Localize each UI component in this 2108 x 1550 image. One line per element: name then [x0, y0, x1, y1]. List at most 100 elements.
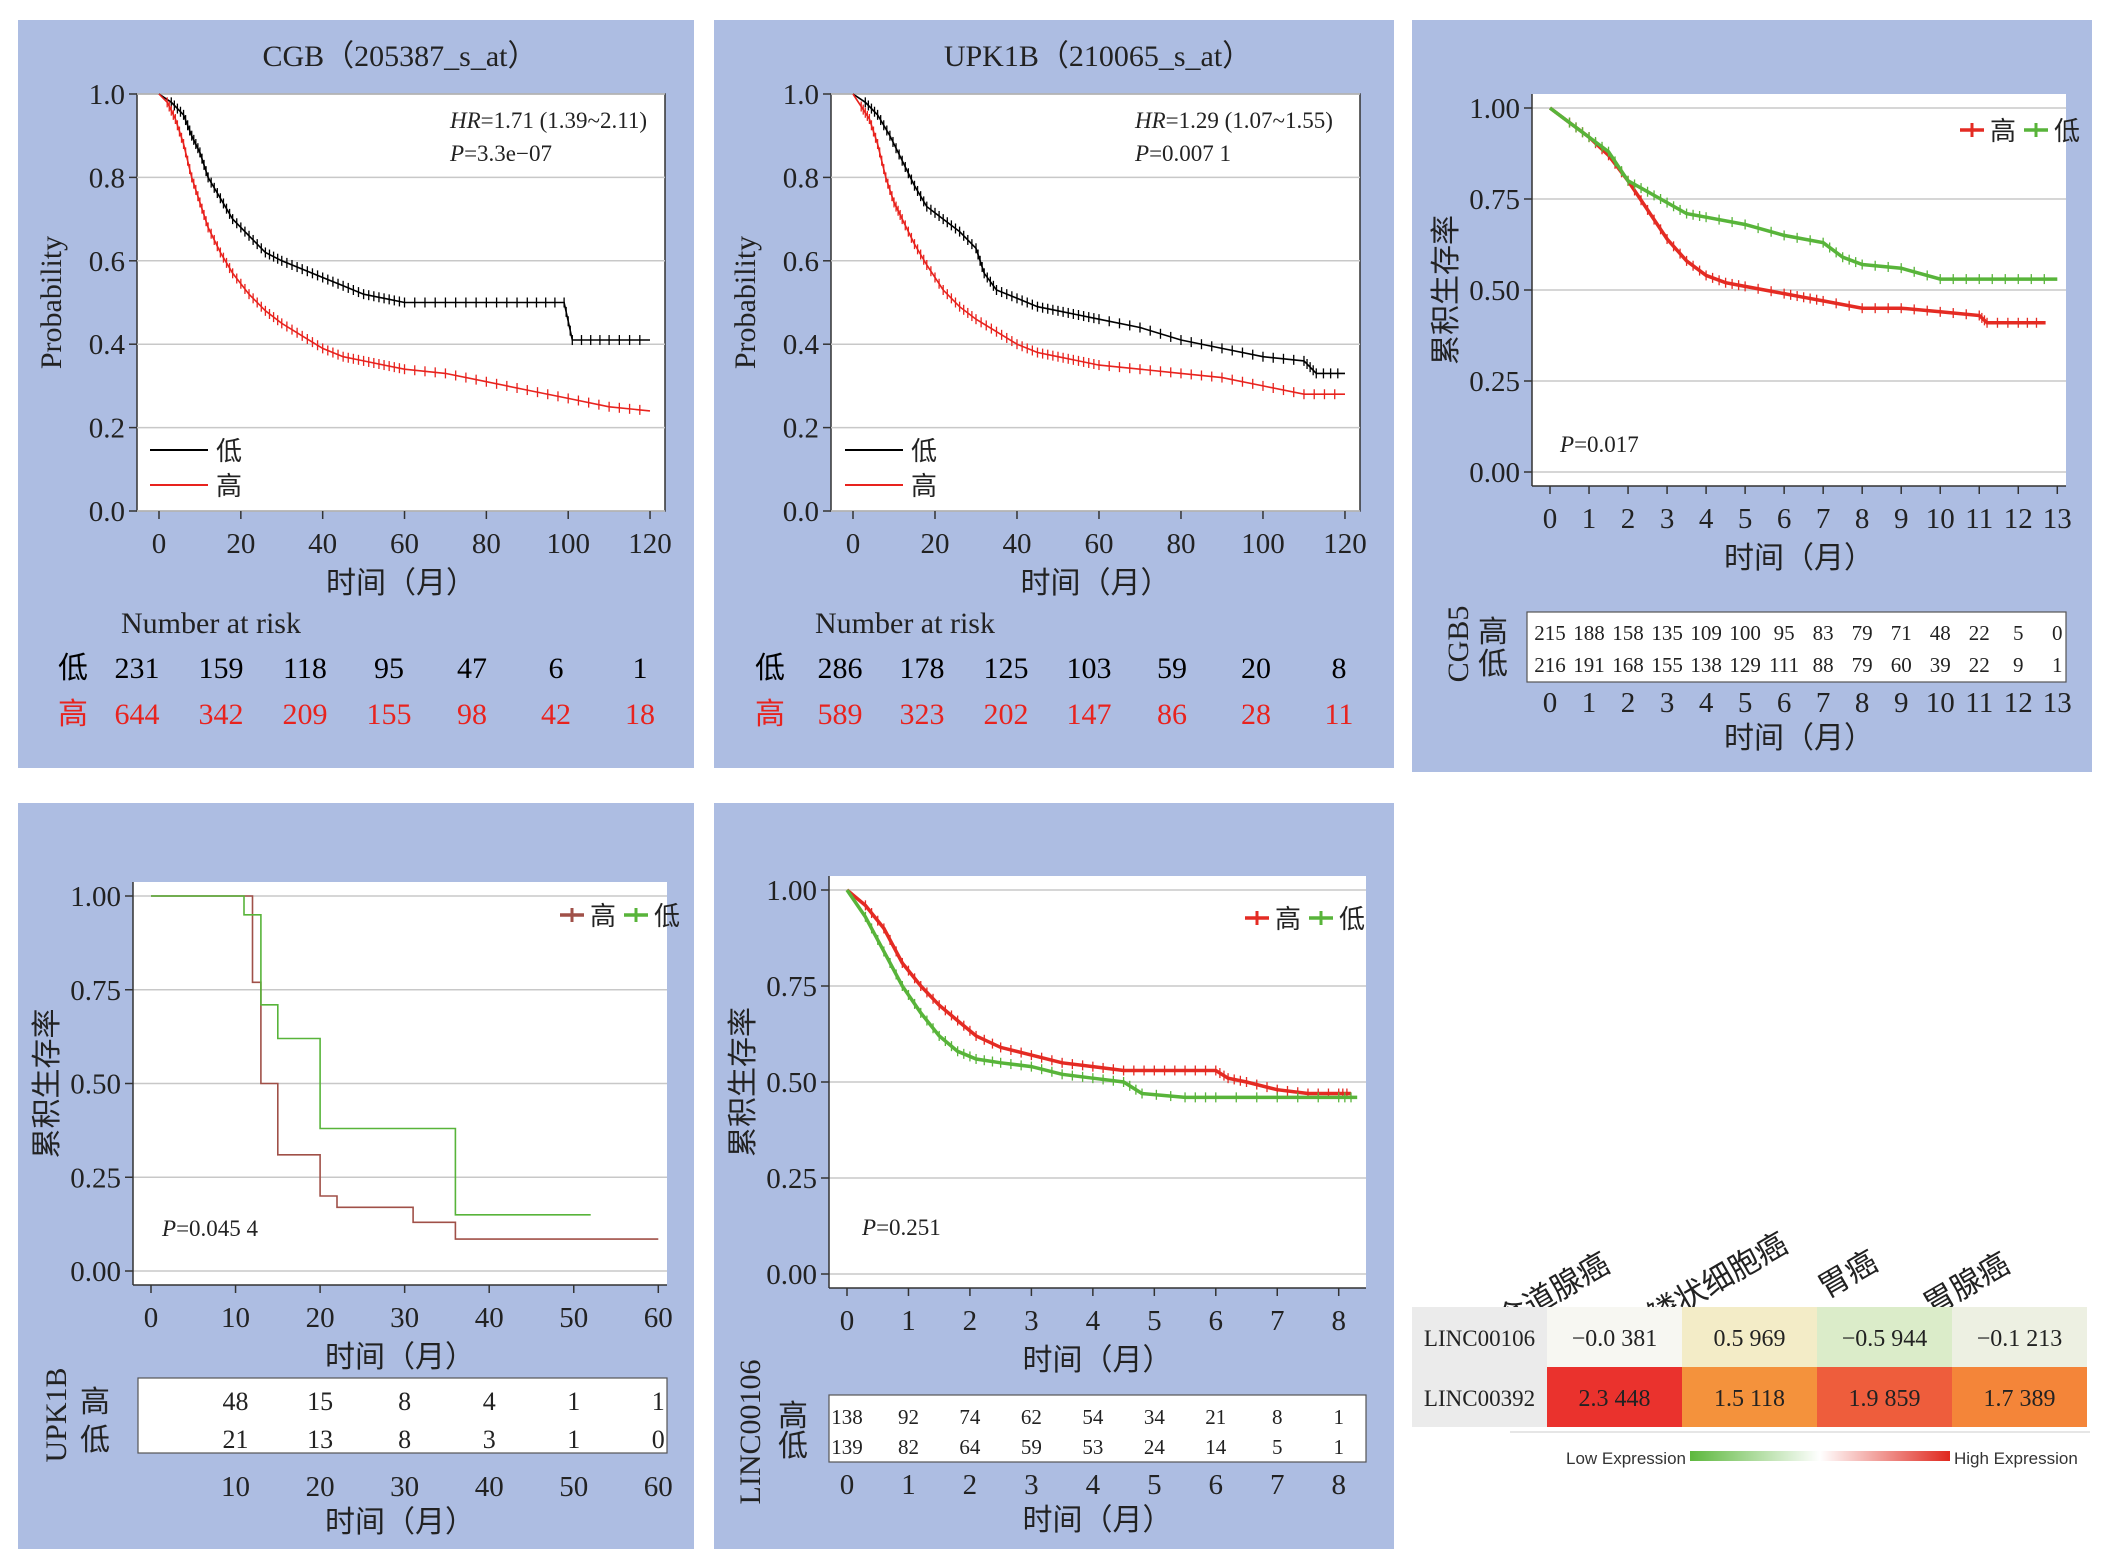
risk-value: 83 [1813, 621, 1834, 645]
risk-value: 644 [115, 698, 160, 731]
risk-row-label: 高 [778, 1400, 808, 1433]
x-tick-label: 40 [475, 1302, 504, 1334]
risk-value: 209 [283, 698, 328, 731]
y-tick-label: 0.50 [766, 1067, 817, 1099]
x-tick-label: 6 [1777, 503, 1792, 535]
risk-value: 155 [1651, 653, 1683, 677]
stat-prefix: P [1559, 432, 1574, 457]
panel-p5: 0.000.250.500.751.000 1 2 3 4 5 6 7 8时间（月）累积生存率高… [714, 803, 1394, 1549]
risk-axis-tick-label: 2 [1621, 687, 1636, 719]
risk-value: 323 [900, 698, 945, 731]
stat-prefix: HR [1134, 108, 1166, 133]
risk-row-label: 高 [1478, 616, 1508, 649]
heatmap-cell-value: 2.3 448 [1579, 1386, 1651, 1412]
y-tick-label: 0.75 [1469, 184, 1520, 216]
risk-value: 5 [2013, 621, 2024, 645]
risk-axis-tick-label: 1 [901, 1469, 916, 1501]
legend-label: 高 [216, 472, 242, 501]
x-tick-label: 13 [2043, 503, 2072, 535]
risk-value: 39 [1930, 653, 1951, 677]
heatmap-cell-value: 1.5 118 [1714, 1386, 1785, 1412]
risk-value: 589 [818, 698, 863, 731]
risk-axis-tick-label: 6 [1777, 687, 1792, 719]
y-tick-label: 1.0 [783, 79, 819, 111]
risk-value: 158 [1612, 621, 1644, 645]
y-tick-label: 1.0 [89, 79, 125, 111]
risk-value: 138 [1690, 653, 1722, 677]
risk-value: 8 [398, 1387, 411, 1416]
risk-table-box [1526, 611, 2067, 683]
risk-value: 129 [1729, 653, 1761, 677]
risk-value: 11 [1325, 698, 1354, 731]
x-tick-label: 3 [1024, 1305, 1039, 1337]
x-tick-label: 8 [1855, 503, 1870, 535]
risk-value: 42 [541, 698, 571, 731]
y-tick-label: 0.25 [766, 1163, 817, 1195]
heatmap-column-header: 胃癌 [1812, 1244, 1883, 1305]
series-line-b [151, 895, 591, 1216]
risk-value: 79 [1852, 621, 1873, 645]
x-tick-label: 60 [644, 1302, 673, 1334]
risk-value: 71 [1891, 621, 1912, 645]
risk-value: 21 [1205, 1405, 1226, 1429]
y-axis-label: Probability [35, 236, 68, 369]
legend-label: 低 [911, 437, 937, 466]
heatmap-cell-value: −0.5 944 [1842, 1326, 1928, 1352]
heatmap-cell-value: −0.1 213 [1977, 1326, 2063, 1352]
risk-value: 103 [1067, 652, 1112, 685]
y-tick-label: 0.50 [1469, 275, 1520, 307]
x-tick-label: 60 [390, 528, 419, 560]
low-expression-label: Low Expression [1566, 1449, 1686, 1468]
risk-axis-label: 时间（月） [1023, 1504, 1173, 1537]
x-tick-label: 40 [1002, 528, 1031, 560]
x-axis-label: 时间（月） [1023, 1344, 1173, 1377]
risk-value: 54 [1082, 1405, 1104, 1429]
stat-prefix: P [161, 1216, 176, 1241]
risk-value: 47 [457, 652, 487, 685]
heatmap-cell [1952, 1307, 2087, 1367]
risk-value: 59 [1021, 1435, 1042, 1459]
expression-gradient-bar [1690, 1451, 1950, 1461]
risk-value: 88 [1813, 653, 1834, 677]
y-tick-label: 0.4 [89, 329, 126, 361]
risk-row-label: 高 [80, 1386, 110, 1419]
x-tick-label: 12 [2004, 503, 2033, 535]
y-tick-label: 0.00 [70, 1256, 121, 1288]
chart-title: CGB（205387_s_at） [262, 40, 537, 73]
risk-value: 1 [633, 652, 648, 685]
risk-value: 22 [1969, 621, 1990, 645]
risk-value: 82 [898, 1435, 919, 1459]
y-tick-label: 1.00 [766, 875, 817, 907]
risk-value: 8 [398, 1425, 411, 1454]
y-axis-label: 累积生存率 [1430, 215, 1463, 365]
heatmap-row-label: LINC00106 [1424, 1326, 1535, 1351]
heatmap-cell [1952, 1367, 2087, 1427]
stat-annotation: P=0.007 1 [1134, 141, 1231, 166]
stat-annotation: P=0.251 [861, 1215, 941, 1240]
heatmap-cell [1547, 1367, 1682, 1427]
risk-value: 20 [1241, 652, 1271, 685]
risk-value: 168 [1612, 653, 1644, 677]
risk-value: 155 [367, 698, 412, 731]
x-tick-label: 20 [920, 528, 949, 560]
x-tick-label: 60 [1084, 528, 1113, 560]
risk-axis-tick-label: 4 [1699, 687, 1714, 719]
risk-axis-tick-label: 12 [2004, 687, 2033, 719]
risk-value: 74 [959, 1405, 981, 1429]
risk-value: 147 [1067, 698, 1112, 731]
x-tick-label: 6 [1209, 1305, 1224, 1337]
risk-value: 138 [831, 1405, 863, 1429]
risk-axis-tick-label: 10 [221, 1471, 250, 1503]
risk-value: 98 [457, 698, 487, 731]
y-tick-label: 0.2 [89, 413, 125, 445]
risk-value: 231 [115, 652, 160, 685]
x-tick-label: 2 [1621, 503, 1636, 535]
risk-value: 1 [652, 1387, 665, 1416]
chart-title: UPK1B（210065_s_at） [944, 40, 1252, 73]
series-line-a [845, 888, 1351, 1096]
risk-value: 0 [652, 1425, 665, 1454]
risk-axis-tick-label: 6 [1209, 1469, 1224, 1501]
legend-label: 低 [2054, 117, 2080, 146]
risk-value: 8 [1332, 652, 1347, 685]
y-axis-label: Probability [729, 236, 762, 369]
